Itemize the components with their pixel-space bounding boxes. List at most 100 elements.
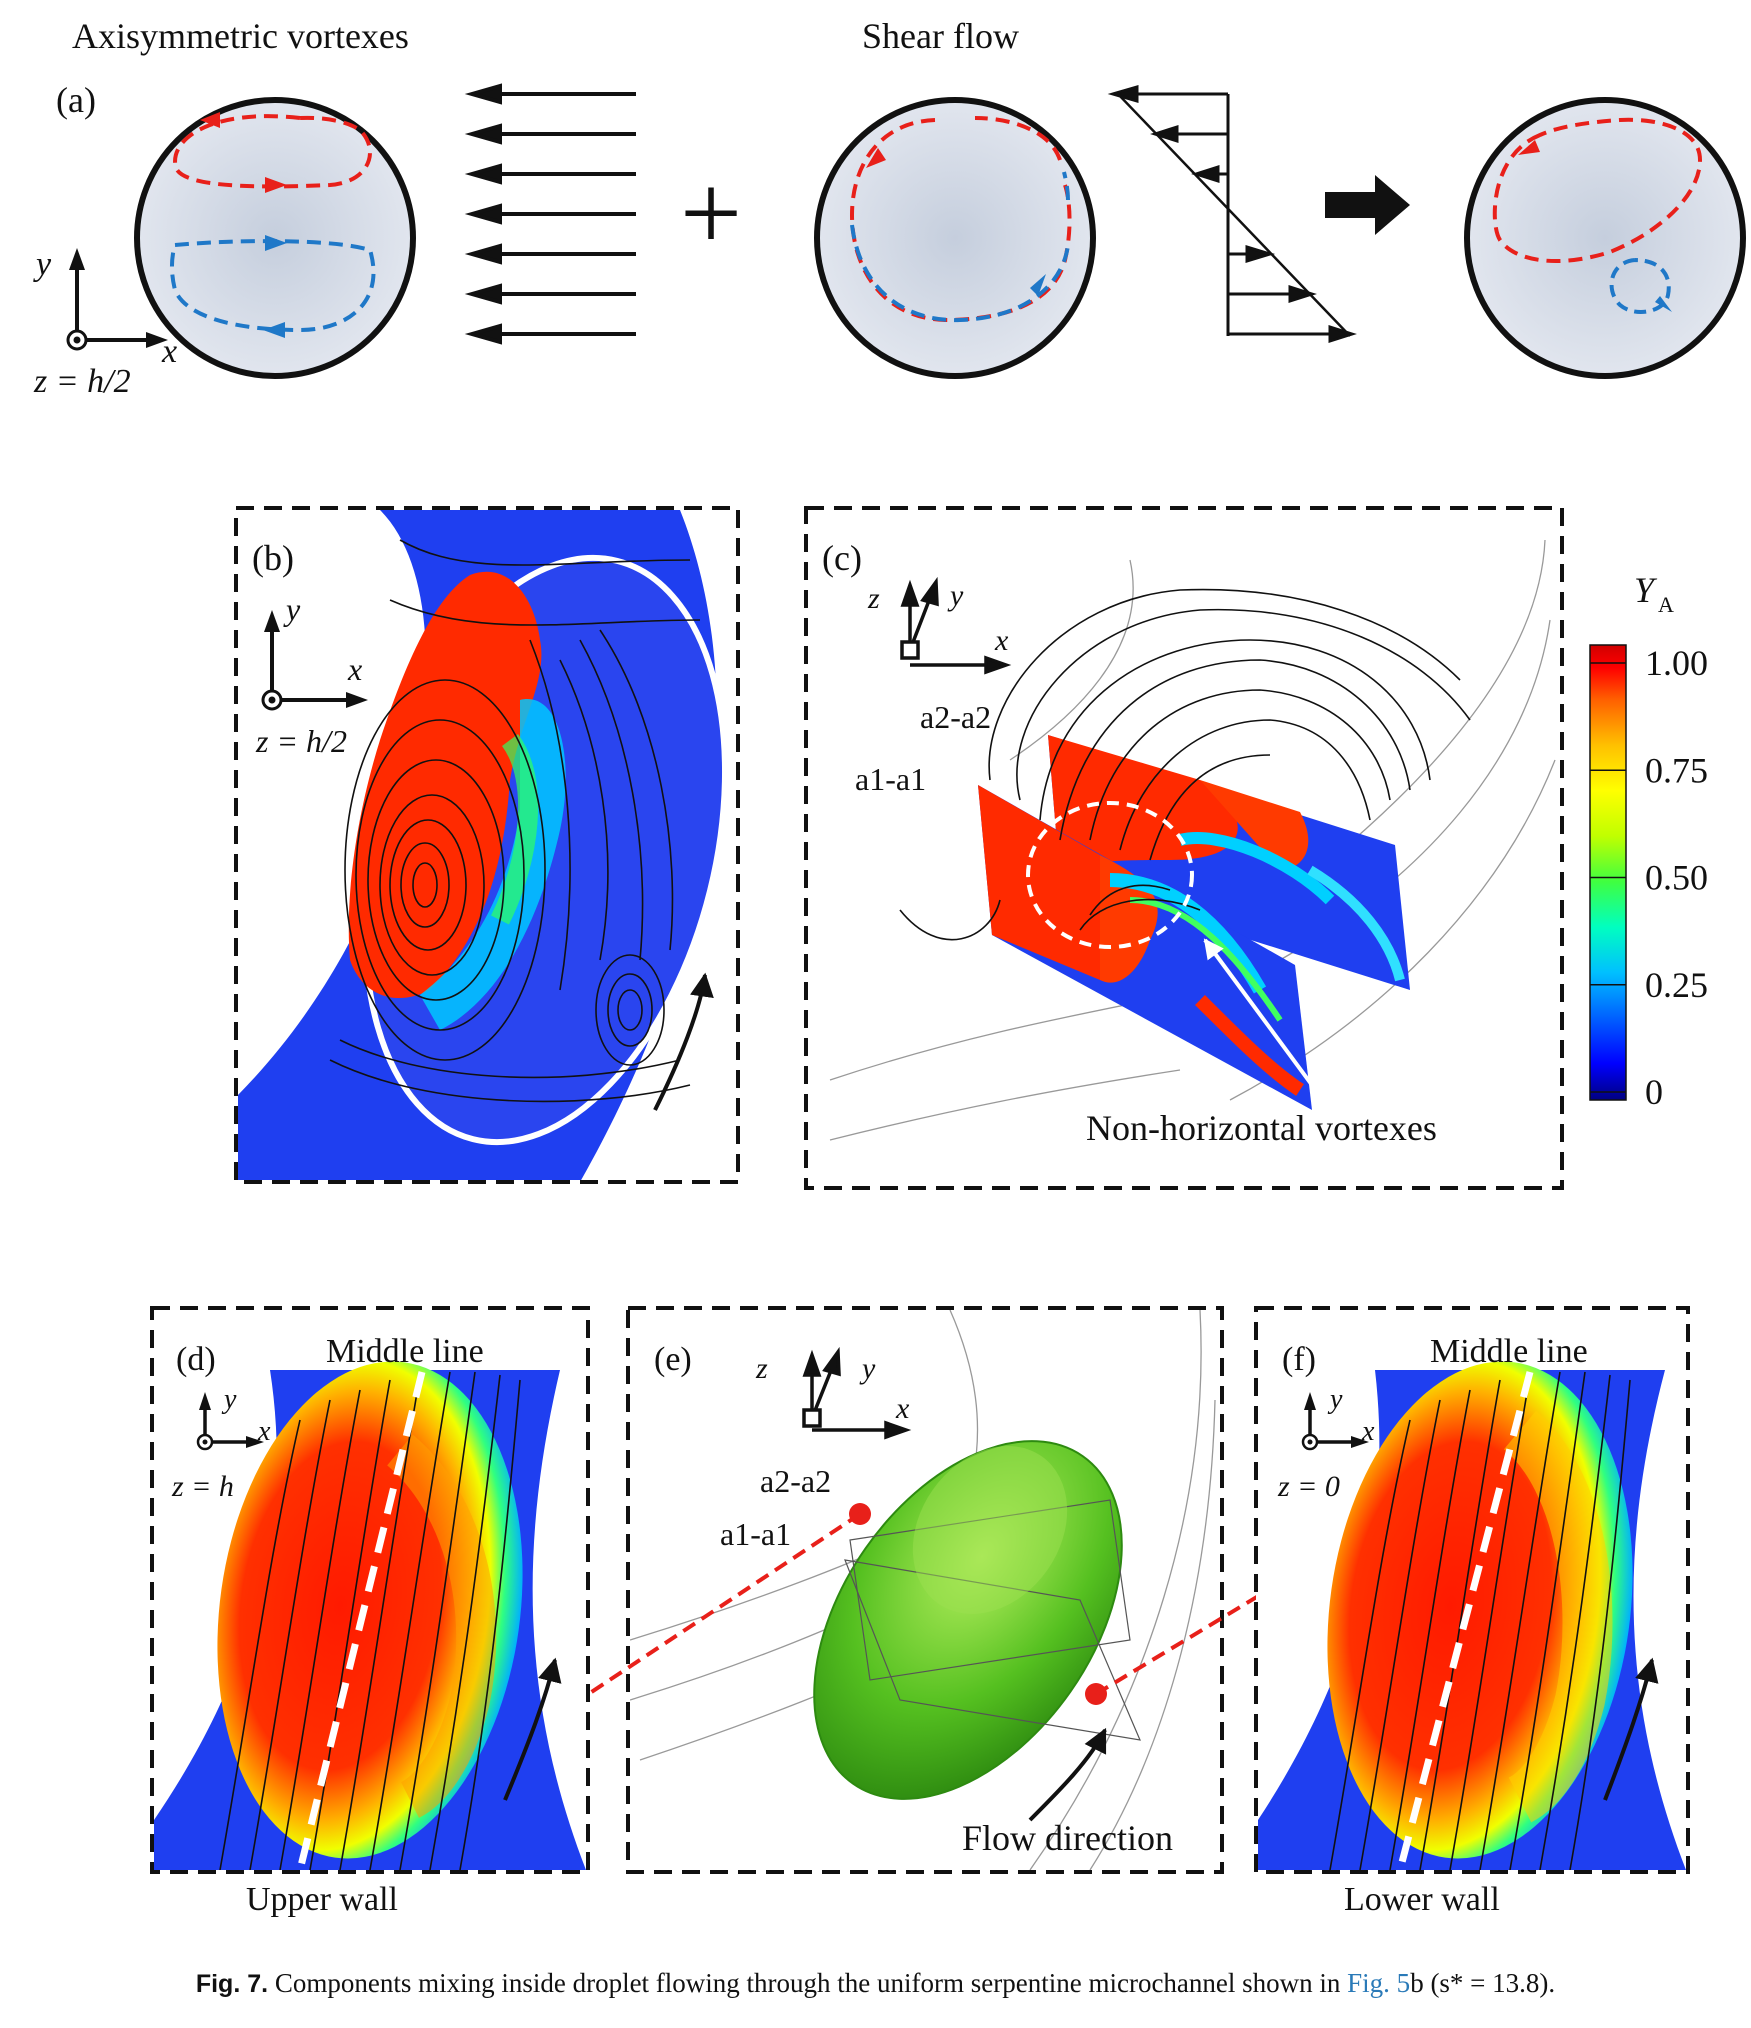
panel-c-label: (c) [822,538,862,578]
panel-a-axis-y: y [33,246,52,283]
panel-e-axes: z y x [755,1346,912,1440]
panel-a-title-right: Shear flow [862,16,1019,56]
red-vortex-1-arrow-top [200,112,220,128]
panel-f-flow-arrow [1603,1657,1659,1801]
panel-c-axis-y: y [947,579,964,612]
middle-line-d [296,1371,426,1870]
caption-text: Components mixing inside droplet flowing… [274,1968,1341,1998]
panel-a-label: (a) [56,80,96,120]
panel-d-label: (d) [176,1341,216,1378]
panel-b-axes: y x z = h/2 [255,591,368,759]
blue-vortex-1 [170,239,376,333]
red-region-b [348,571,542,999]
result-arrow [1325,175,1410,235]
colorbar-title: Y [1634,570,1658,610]
streamlines-b [329,539,701,1103]
mixing-band-f [1503,1410,1613,1823]
panel-b-plane: z = h/2 [255,723,347,759]
figure-caption: Fig. 7. Components mixing inside droplet… [0,1968,1751,1999]
red-vortex-3 [1492,117,1703,263]
droplet-3 [1464,97,1746,379]
panel-f-plane: z = 0 [1277,1470,1340,1503]
panel-a-axis-x: x [161,333,177,370]
panel-d: (d) Middle line Upper wall y x z = h [150,1306,590,1918]
panel-c-axis-x: x [994,624,1009,657]
panel-c-axis-z: z [867,582,880,615]
panel-f: (f) Middle line Lower wall y x z = 0 [1254,1306,1690,1918]
panel-e-axis-z: z [755,1352,768,1385]
colorbar-title-sub: A [1658,592,1674,617]
panel-c-axes: z y x [867,576,1012,675]
colorbar-tick-label: 0.25 [1645,965,1708,1005]
caption-fig-number: Fig. 7. [195,1970,269,1998]
blue-vortex-1-arrow-top [265,235,287,251]
colorbar-ticks: 1.00 0.75 0.50 0.25 0 [1590,643,1708,1112]
panel-b-axis-y: y [283,591,301,627]
vortex-highlight-c [1026,801,1194,949]
shear-flow-profile [1107,85,1357,344]
panel-c-slice-a2: a2-a2 [920,699,991,735]
red-vortex-1-arrow-bottom [265,177,287,193]
annotation-pointer-c [1203,938,1314,1087]
middle-line-f [1396,1371,1534,1870]
plus-sign: + [680,152,742,274]
panel-f-axis-x: x [1361,1416,1375,1447]
panel-e-slice-a2: a2-a2 [760,1463,831,1499]
panel-b-axis-x: x [347,651,362,687]
panel-f-label: (f) [1282,1341,1316,1378]
panel-f-axis-y: y [1327,1384,1343,1415]
streamlines-f [1329,1371,1631,1870]
panel-e-slice-a1: a1-a1 [720,1516,791,1552]
panel-f-axes: y x z = 0 [1277,1384,1375,1503]
red-vortex-2-arrow [866,148,886,168]
panel-d-top-text: Middle line [326,1333,484,1370]
connector-d [588,1512,862,1695]
streamlines-d [219,1371,521,1870]
colorbar: Y A 1.00 0.75 0.50 0.25 0 [1589,570,1708,1112]
blue-vortex-3 [1609,258,1671,314]
panel-d-plane: z = h [171,1470,234,1503]
panel-b: (b) y x z = h/2 [234,506,740,1184]
panel-e-flow-text: Flow direction [962,1818,1173,1858]
panel-a-title-left: Axisymmetric vortexes [72,16,409,56]
panel-d-flow-arrow [503,1657,562,1801]
panel-f-bottom-text: Lower wall [1344,1881,1500,1918]
panel-f-top-text: Middle line [1430,1333,1588,1370]
panel-b-label: (b) [252,538,294,578]
panel-d-bottom-text: Upper wall [246,1881,398,1918]
panel-c-annotation: Non-horizontal vortexes [1086,1108,1437,1148]
figure-7: Axisymmetric vortexes Shear flow (a) + [33,16,1746,1918]
caption-tail: b (s* = 13.8). [1410,1968,1556,1998]
streamlines-c [899,588,1471,941]
slice-a2 [1048,735,1410,990]
colorbar-tick-label: 1.00 [1645,643,1708,683]
uniform-flow-arrows [464,83,636,345]
colorbar-tick-label: 0 [1645,1072,1663,1112]
mixing-band-b [491,734,539,925]
blue-vortex-1-arrow-bottom [263,322,285,338]
panel-a: Axisymmetric vortexes Shear flow (a) + [33,16,1746,400]
caption-link[interactable]: Fig. 5 [1347,1968,1411,1998]
panel-e-axis-y: y [859,1352,876,1385]
colorbar-bar [1589,644,1627,1101]
red-vortex-3-arrow [1518,140,1540,155]
panel-e-label: (e) [654,1341,692,1378]
panel-e-axis-x: x [895,1392,910,1425]
panel-d-axis-y: y [221,1384,237,1415]
droplet-e-highlight [912,1446,1068,1614]
panel-e-flow-arrow [1028,1727,1107,1822]
colorbar-tick-label: 0.50 [1645,858,1708,898]
panel-a-axes: y x z = h/2 [33,246,177,400]
colorbar-tick-label: 0.75 [1645,750,1708,790]
blue-vortex-2-arrow [1030,274,1046,296]
connector-f [1094,1593,1262,1696]
panel-b-flow-arrow [653,972,714,1111]
blue-vortex-3-arrow [1655,296,1672,312]
panel-d-axes: y x z = h [171,1384,271,1503]
mixing-band-d [386,1434,497,1818]
panel-a-plane: z = h/2 [33,363,131,400]
slice-a1 [978,785,1312,1110]
blue-vortex-2 [850,171,1070,323]
droplet-1 [134,97,416,379]
panel-c-slice-a1: a1-a1 [855,761,926,797]
